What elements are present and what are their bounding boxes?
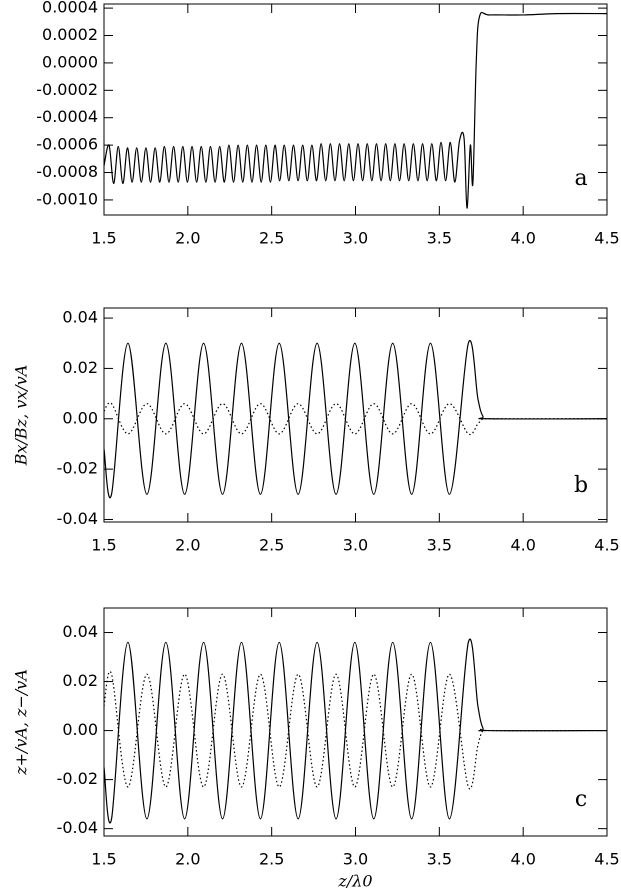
x-tick-label: 2.5 [259, 229, 284, 248]
y-tick-label: -0.0002 [36, 80, 98, 99]
y-tick-label: -0.0004 [36, 107, 98, 126]
plot-frame [103, 307, 608, 523]
x-axis-label: z/λ0 [337, 872, 372, 891]
x-tick-label: 3.0 [343, 850, 368, 869]
x-tick-label: 2.5 [259, 536, 284, 555]
plot-frame [103, 3, 608, 216]
x-tick-label: 4.0 [510, 536, 535, 555]
x-tick-label: 3.5 [427, 850, 452, 869]
y-tick-label: -0.0008 [36, 162, 98, 181]
x-tick-label: 2.5 [259, 850, 284, 869]
x-tick-label: 3.0 [343, 536, 368, 555]
y-tick-label: -0.04 [57, 818, 98, 837]
y-axis-label: Bx/Bz, vx/vA [12, 365, 31, 467]
x-tick-label: 4.0 [510, 229, 535, 248]
x-tick-label: 1.5 [91, 536, 116, 555]
x-tick-label: 3.0 [343, 229, 368, 248]
y-axis-label: z+/vA, z−/vA [12, 669, 31, 776]
y-tick-label: 0.04 [62, 308, 98, 327]
x-tick-label: 2.0 [175, 850, 200, 869]
x-tick-label: 2.0 [175, 229, 200, 248]
y-tick-label: -0.02 [57, 769, 98, 788]
y-tick-label: 0.00 [62, 408, 98, 427]
y-tick-label: 0.0004 [42, 0, 98, 17]
y-tick-label: 0.02 [62, 358, 98, 377]
x-tick-label: 2.0 [175, 536, 200, 555]
x-tick-label: 3.5 [427, 536, 452, 555]
panel-label: b [574, 473, 588, 498]
y-tick-label: -0.0006 [36, 135, 98, 154]
y-tick-label: 0.0002 [42, 25, 98, 44]
data-line [103, 402, 607, 436]
x-tick-label: 4.5 [594, 229, 619, 248]
x-tick-label: 1.5 [91, 850, 116, 869]
data-line [103, 11, 608, 209]
panel-label: a [574, 166, 587, 191]
y-tick-label: -0.04 [57, 509, 98, 528]
y-tick-label: -0.0010 [36, 189, 98, 208]
y-tick-label: 0.0000 [42, 52, 98, 71]
data-line [103, 670, 607, 790]
x-tick-label: 1.5 [91, 229, 116, 248]
x-tick-label: 3.5 [427, 229, 452, 248]
x-tick-label: 4.5 [594, 850, 619, 869]
panel-label: c [575, 787, 587, 812]
y-tick-label: 0.04 [62, 622, 98, 641]
y-tick-label: 0.00 [62, 720, 98, 739]
y-tick-label: -0.02 [57, 459, 98, 478]
x-tick-label: 4.0 [510, 850, 535, 869]
x-tick-label: 4.5 [594, 536, 619, 555]
data-line [103, 638, 608, 824]
data-line [103, 339, 608, 499]
y-tick-label: 0.02 [62, 671, 98, 690]
